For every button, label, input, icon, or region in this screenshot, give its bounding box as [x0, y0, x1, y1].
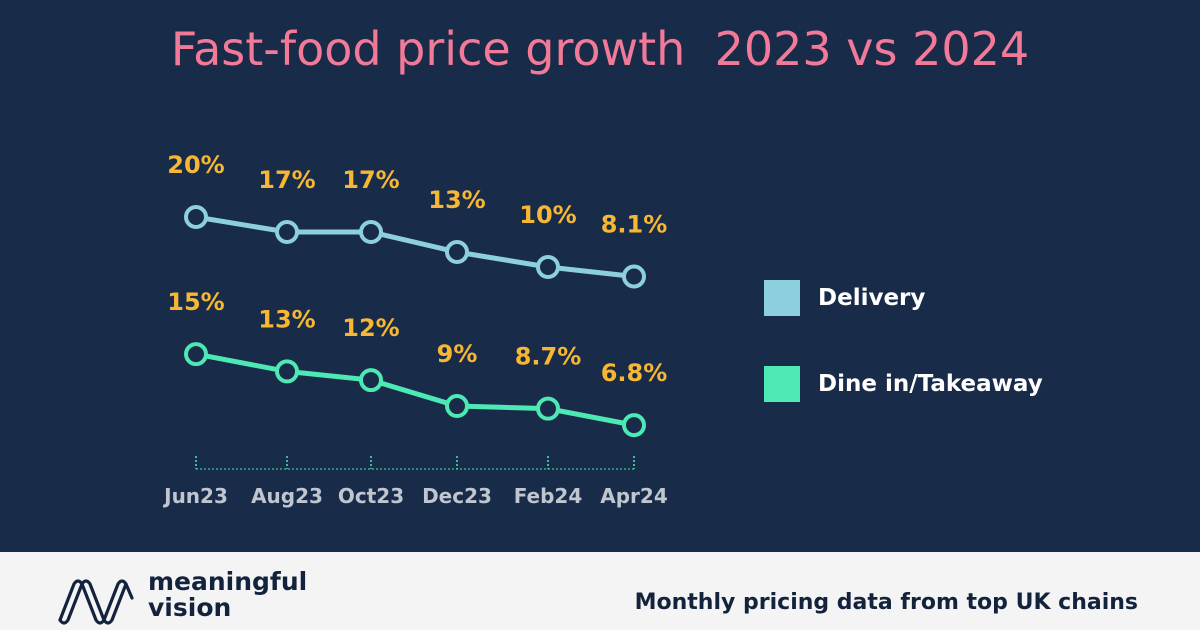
- data-point: [445, 394, 469, 419]
- line-chart: Jun23 Aug23 Oct23 Dec23 Feb24 Apr24 20% 17% 17% 1…: [162, 151, 668, 508]
- brand-line-1: meaningful: [148, 567, 308, 596]
- data-point: [184, 205, 208, 229]
- data-point: [275, 220, 299, 244]
- data-label: 15%: [167, 288, 224, 316]
- data-label: 13%: [428, 186, 485, 214]
- x-tick-label: Dec23: [422, 484, 492, 508]
- chart-title: Fast-food price growth 2023 vs 2024: [170, 22, 1030, 76]
- data-point: [536, 255, 560, 279]
- data-point: [275, 359, 299, 384]
- chart-area: Fast-food price growth 2023 vs 2024 Jun2…: [162, 22, 1043, 508]
- data-point: [445, 240, 469, 264]
- brand-name: meaningful vision: [148, 569, 307, 621]
- data-point: [622, 264, 646, 289]
- legend-swatch-delivery: [764, 280, 800, 316]
- x-tick-label: Jun23: [162, 484, 228, 508]
- data-label: 8.1%: [601, 211, 668, 239]
- legend-label: Dine in/Takeaway: [818, 371, 1043, 397]
- brand-line-2: vision: [148, 593, 232, 622]
- meaningful-vision-logo-icon: [58, 579, 134, 625]
- data-label: 17%: [258, 166, 315, 194]
- legend-item-delivery: Delivery: [764, 280, 925, 316]
- x-tick-label: Oct23: [338, 484, 404, 508]
- data-label: 8.7%: [515, 343, 582, 371]
- x-tick-label: Feb24: [514, 484, 583, 508]
- legend-item-dine-in: Dine in/Takeaway: [764, 366, 1043, 402]
- data-label: 17%: [342, 166, 399, 194]
- data-label: 12%: [342, 314, 399, 342]
- footer-caption: Monthly pricing data from top UK chains: [634, 590, 1138, 615]
- data-point: [359, 368, 383, 393]
- legend-swatch-dine-in: [764, 366, 800, 402]
- data-point: [359, 220, 383, 244]
- series-line-0: [195, 214, 635, 279]
- x-tick-label: Aug23: [251, 484, 323, 508]
- data-label: 13%: [258, 305, 315, 333]
- data-point: [622, 413, 646, 438]
- data-label: 10%: [519, 201, 576, 229]
- data-label: 9%: [437, 340, 478, 368]
- legend-label: Delivery: [818, 285, 926, 311]
- data-point: [184, 342, 208, 367]
- x-tick-label: Apr24: [600, 484, 668, 508]
- data-label: 20%: [167, 151, 224, 179]
- series-line-1: [195, 351, 635, 428]
- data-point: [536, 396, 560, 421]
- footer: meaningful vision Monthly pricing data f…: [0, 552, 1200, 630]
- data-label: 6.8%: [601, 359, 668, 387]
